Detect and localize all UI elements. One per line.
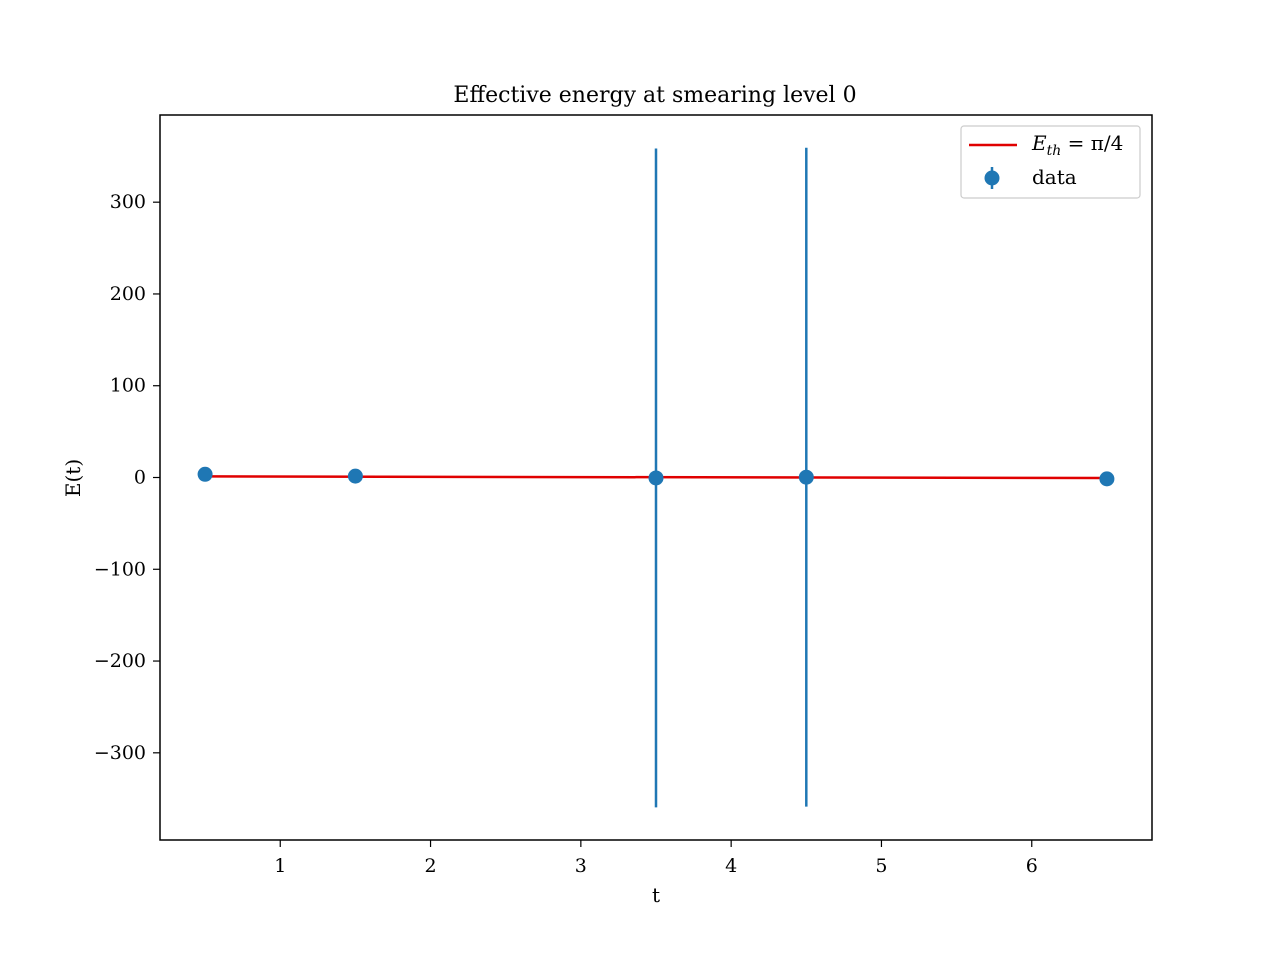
data-point <box>197 466 213 482</box>
data-point <box>798 469 814 485</box>
legend-theory-sub: th <box>1047 143 1062 159</box>
y-tick-label: −100 <box>94 558 146 580</box>
y-tick-label: 300 <box>110 191 146 213</box>
legend: Eth = π/4 data <box>960 125 1141 199</box>
y-tick-label: 0 <box>134 467 146 489</box>
legend-label-data: data <box>1032 165 1077 189</box>
y-tick-label: −200 <box>94 650 146 672</box>
x-tick-label: 4 <box>725 855 737 877</box>
x-axis: 1 2 3 4 5 6 <box>274 840 1038 877</box>
legend-theory-rest: = π/4 <box>1061 131 1123 155</box>
x-tick-label: 1 <box>274 855 286 877</box>
y-axis: −300 −200 −100 0 100 200 300 <box>94 191 160 764</box>
y-tick-label: −300 <box>94 742 146 764</box>
y-axis-label: E(t) <box>61 459 85 497</box>
plot-content <box>197 147 1115 808</box>
chart-title: Effective energy at smearing level 0 <box>453 83 856 108</box>
x-tick-label: 6 <box>1026 855 1038 877</box>
legend-label-theory: Eth = π/4 <box>1031 131 1123 159</box>
x-axis-label: t <box>652 883 660 907</box>
data-point <box>347 468 363 484</box>
y-tick-label: 200 <box>110 283 146 305</box>
legend-theory-main: E <box>1031 131 1047 155</box>
x-tick-label: 5 <box>875 855 887 877</box>
data-point <box>1099 471 1115 487</box>
legend-marker-dot <box>984 170 1000 186</box>
x-tick-label: 2 <box>424 855 436 877</box>
x-tick-label: 3 <box>575 855 587 877</box>
y-tick-label: 100 <box>110 375 146 397</box>
data-point <box>648 470 664 486</box>
